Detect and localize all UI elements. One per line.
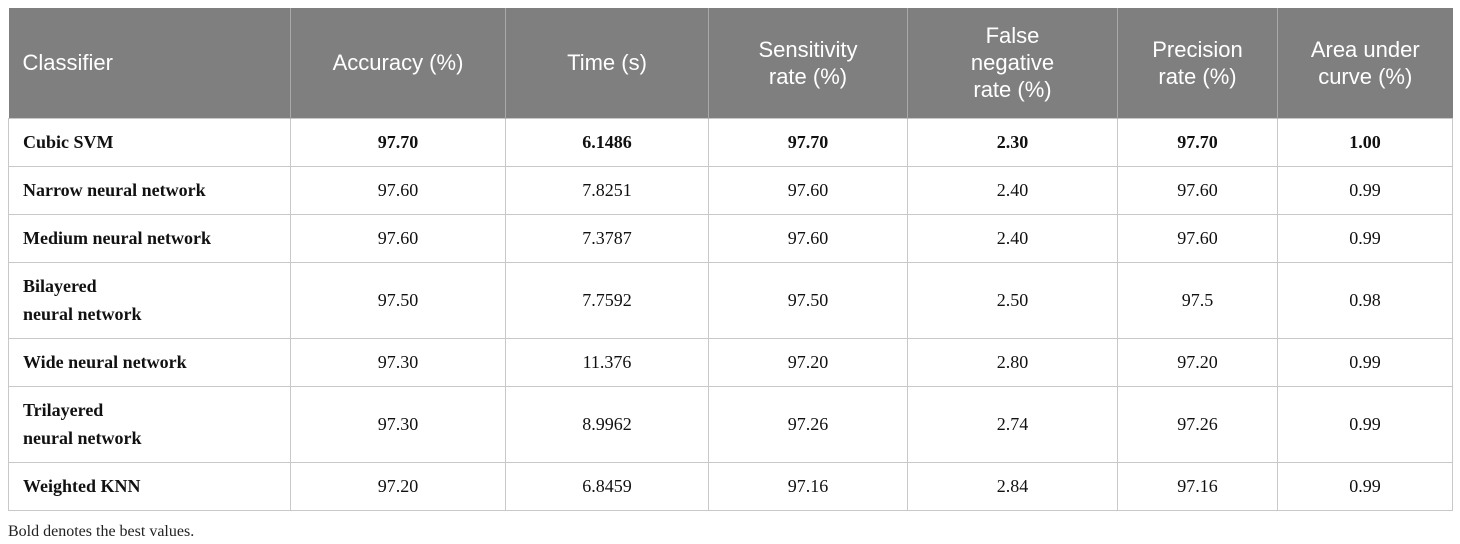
cell-time: 7.7592: [505, 261, 709, 339]
cell-fnr: 2.30: [907, 117, 1118, 167]
cell-time: 11.376: [505, 337, 709, 387]
cell-fnr: 2.50: [907, 261, 1118, 339]
cell-time: 7.3787: [505, 213, 709, 263]
cell-accuracy: 97.50: [290, 261, 506, 339]
cell-auc: 0.99: [1277, 337, 1453, 387]
header-false-negative: False negative rate (%): [907, 8, 1118, 118]
cell-auc: 0.98: [1277, 261, 1453, 339]
cell-classifier: Bilayered neural network: [8, 261, 291, 339]
cell-accuracy: 97.30: [290, 385, 506, 463]
cell-accuracy: 97.70: [290, 117, 506, 167]
cell-accuracy: 97.30: [290, 337, 506, 387]
cell-classifier: Trilayered neural network: [8, 385, 291, 463]
table-footnote: Bold denotes the best values.: [8, 522, 195, 540]
header-accuracy: Accuracy (%): [290, 8, 506, 118]
cell-classifier: Weighted KNN: [8, 461, 291, 511]
cell-precision: 97.60: [1117, 165, 1278, 215]
cell-sensitivity: 97.16: [708, 461, 908, 511]
cell-accuracy: 97.60: [290, 165, 506, 215]
cell-sensitivity: 97.70: [708, 117, 908, 167]
cell-precision: 97.60: [1117, 213, 1278, 263]
cell-auc: 0.99: [1277, 213, 1453, 263]
table-row: Weighted KNN 97.20 6.8459 97.16 2.84 97.…: [8, 461, 1453, 511]
header-row: Classifier Accuracy (%) Time (s) Sensiti…: [8, 8, 1453, 118]
cell-fnr: 2.74: [907, 385, 1118, 463]
header-precision: Precision rate (%): [1117, 8, 1278, 118]
header-auc: Area under curve (%): [1277, 8, 1453, 118]
cell-auc: 0.99: [1277, 165, 1453, 215]
cell-time: 6.8459: [505, 461, 709, 511]
cell-auc: 0.99: [1277, 385, 1453, 463]
table-row: Wide neural network 97.30 11.376 97.20 2…: [8, 337, 1453, 387]
cell-sensitivity: 97.26: [708, 385, 908, 463]
header-classifier: Classifier: [8, 8, 291, 118]
cell-fnr: 2.40: [907, 213, 1118, 263]
header-sensitivity: Sensitivity rate (%): [708, 8, 908, 118]
table-row: Bilayered neural network 97.50 7.7592 97…: [8, 261, 1453, 339]
cell-sensitivity: 97.60: [708, 165, 908, 215]
cell-accuracy: 97.60: [290, 213, 506, 263]
cell-auc: 0.99: [1277, 461, 1453, 511]
cell-precision: 97.16: [1117, 461, 1278, 511]
cell-sensitivity: 97.50: [708, 261, 908, 339]
cell-time: 6.1486: [505, 117, 709, 167]
table-row: Narrow neural network 97.60 7.8251 97.60…: [8, 165, 1453, 215]
cell-time: 7.8251: [505, 165, 709, 215]
cell-precision: 97.26: [1117, 385, 1278, 463]
cell-precision: 97.20: [1117, 337, 1278, 387]
cell-fnr: 2.84: [907, 461, 1118, 511]
cell-auc: 1.00: [1277, 117, 1453, 167]
cell-accuracy: 97.20: [290, 461, 506, 511]
table-row: Cubic SVM 97.70 6.1486 97.70 2.30 97.70 …: [8, 117, 1453, 167]
cell-classifier: Narrow neural network: [8, 165, 291, 215]
header-time: Time (s): [505, 8, 709, 118]
cell-precision: 97.5: [1117, 261, 1278, 339]
cell-sensitivity: 97.60: [708, 213, 908, 263]
table-row: Medium neural network 97.60 7.3787 97.60…: [8, 213, 1453, 263]
cell-classifier: Medium neural network: [8, 213, 291, 263]
cell-fnr: 2.80: [907, 337, 1118, 387]
cell-time: 8.9962: [505, 385, 709, 463]
cell-precision: 97.70: [1117, 117, 1278, 167]
results-table-container: Classifier Accuracy (%) Time (s) Sensiti…: [8, 8, 1453, 541]
cell-classifier: Wide neural network: [8, 337, 291, 387]
table-row: Trilayered neural network 97.30 8.9962 9…: [8, 385, 1453, 463]
cell-classifier: Cubic SVM: [8, 117, 291, 167]
classifier-results-table: Classifier Accuracy (%) Time (s) Sensiti…: [8, 8, 1453, 511]
cell-fnr: 2.40: [907, 165, 1118, 215]
cell-sensitivity: 97.20: [708, 337, 908, 387]
